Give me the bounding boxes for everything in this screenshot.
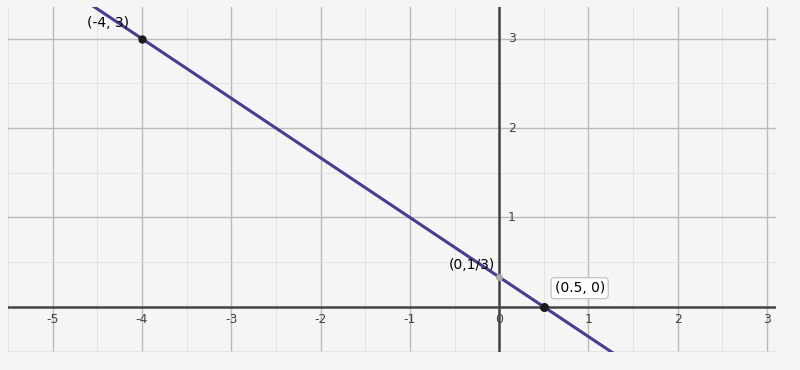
- Text: -2: -2: [314, 313, 326, 326]
- Text: -1: -1: [404, 313, 416, 326]
- Text: 2: 2: [674, 313, 682, 326]
- Text: 3: 3: [508, 32, 516, 45]
- Text: -4: -4: [136, 313, 148, 326]
- Text: (-4, 3): (-4, 3): [86, 16, 129, 30]
- Text: (0,1/3): (0,1/3): [449, 258, 494, 272]
- Text: 3: 3: [763, 313, 771, 326]
- Text: -5: -5: [46, 313, 59, 326]
- Text: 2: 2: [508, 122, 516, 135]
- Text: -3: -3: [225, 313, 238, 326]
- Text: 1: 1: [585, 313, 593, 326]
- Text: 0: 0: [495, 313, 503, 326]
- Text: 1: 1: [508, 211, 516, 224]
- Text: (0.5, 0): (0.5, 0): [554, 281, 605, 295]
